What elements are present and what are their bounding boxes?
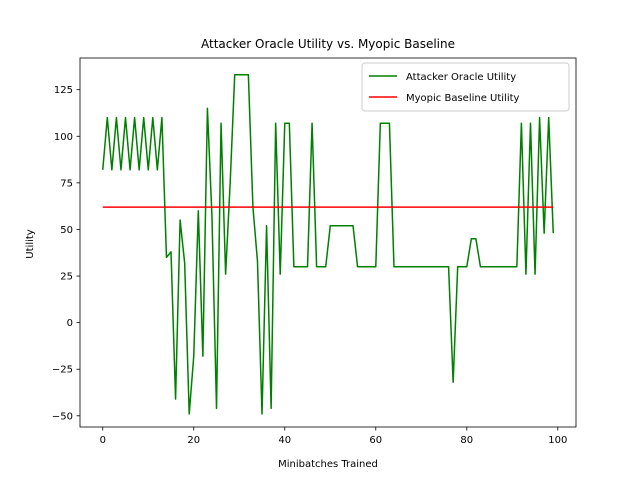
legend-box	[361, 62, 570, 112]
x-tick-label: 100	[548, 435, 567, 446]
series-line-1	[102, 74, 554, 415]
y-tick-label: 75	[60, 178, 73, 189]
y-tick-label: 125	[54, 85, 73, 96]
series-layer	[102, 74, 554, 415]
legend-label-2: Myopic Baseline Utility	[406, 93, 520, 104]
y-tick-label: 0	[67, 318, 73, 329]
x-tick-label: 40	[278, 435, 291, 446]
y-axis-title: Utility	[25, 229, 36, 258]
x-axis-title: Minibatches Trained	[278, 459, 378, 470]
plot-frame	[79, 57, 577, 428]
y-tick-label: 25	[60, 272, 73, 283]
x-tick-label: 60	[369, 435, 382, 446]
y-tick-label: 100	[54, 132, 73, 143]
axes-layer: 0 20 40 60 80 100 −50 −25 0 25 50 75 100 125	[52, 57, 577, 446]
x-tick-label: 80	[460, 435, 473, 446]
legend-label-1: Attacker Oracle Utility	[406, 72, 516, 83]
x-tick-label: 20	[187, 435, 200, 446]
chart-title: Attacker Oracle Utility vs. Myopic Basel…	[201, 37, 455, 51]
y-tick-label: −25	[52, 365, 73, 376]
x-tick-label: 0	[100, 435, 106, 446]
legend: Attacker Oracle Utility Myopic Baseline U…	[361, 62, 570, 112]
y-tick-label: −50	[52, 411, 73, 422]
y-tick-label: 50	[60, 225, 73, 236]
